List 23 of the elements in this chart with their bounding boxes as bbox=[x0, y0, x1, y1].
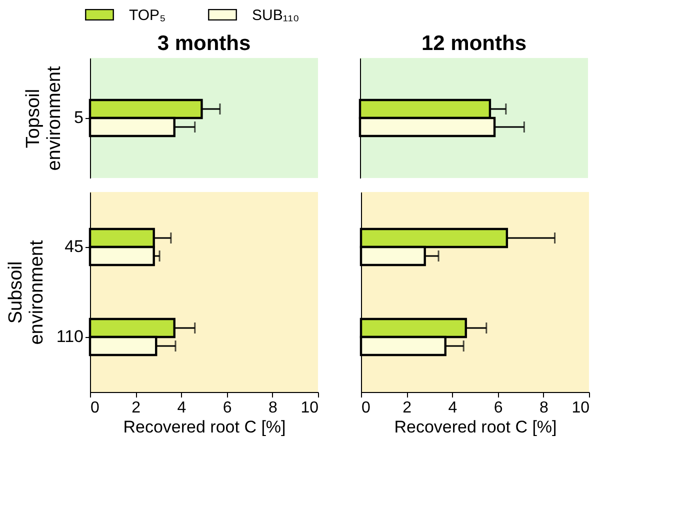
x-tick-label: 6 bbox=[494, 400, 503, 416]
x-tick-label: 0 bbox=[362, 400, 370, 416]
y-axis-title: Subsoil environment bbox=[5, 240, 48, 345]
x-tick-label: 2 bbox=[402, 400, 412, 416]
legend-label: SUB₁₁₀ bbox=[252, 6, 300, 24]
y-axis-title: Topsoil environment bbox=[23, 66, 66, 171]
y-tick-label: 5 bbox=[74, 108, 84, 127]
x-axis-title: Recovered root C [%] bbox=[394, 418, 557, 436]
chart-title: 3 months bbox=[157, 32, 251, 55]
x-tick-label: 0 bbox=[90, 400, 100, 416]
x-tick-label: 2 bbox=[132, 400, 141, 416]
x-tick-label: 10 bbox=[572, 400, 590, 416]
x-tick-label: 4 bbox=[448, 400, 458, 416]
legend-label: TOP₅ bbox=[129, 6, 166, 24]
x-tick-label: 8 bbox=[539, 400, 548, 416]
x-tick-label: 8 bbox=[268, 400, 278, 416]
y-tick-label: 110 bbox=[56, 327, 84, 346]
x-tick-label: 10 bbox=[300, 400, 319, 416]
chart-title: 12 months bbox=[421, 32, 527, 55]
x-axis-title: Recovered root C [%] bbox=[123, 418, 286, 436]
x-tick-label: 6 bbox=[222, 400, 232, 416]
y-tick-label: 45 bbox=[64, 237, 84, 256]
x-tick-label: 4 bbox=[177, 400, 186, 416]
